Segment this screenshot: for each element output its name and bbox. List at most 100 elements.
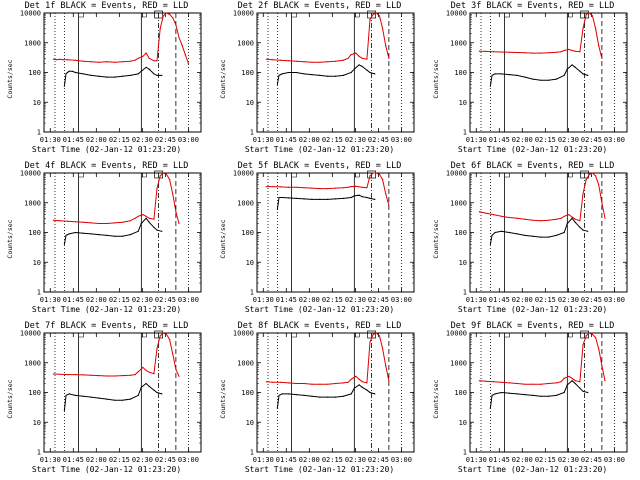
data-point <box>355 52 357 54</box>
x-tick-label: 02:45 <box>155 136 176 144</box>
data-point <box>327 396 329 398</box>
data-point <box>59 373 61 375</box>
x-tick-label: 02:00 <box>299 296 320 304</box>
data-point <box>582 390 584 392</box>
data-point <box>358 194 360 196</box>
data-point <box>574 50 576 52</box>
data-point <box>278 196 280 199</box>
panel-det-3f: Det 3f BLACK = Events, RED = LLD Counts/… <box>426 0 639 160</box>
series-line-lld <box>53 172 180 224</box>
data-point <box>156 391 158 394</box>
data-point <box>579 387 581 389</box>
x-axis-label: Start Time (02-Jan-12 01:23:20) <box>31 305 182 314</box>
data-point <box>601 365 603 367</box>
x-tick-label: 02:45 <box>368 136 389 144</box>
x-tick-label: 02:15 <box>535 296 556 304</box>
data-point <box>532 394 534 396</box>
x-tick-label: 01:30 <box>466 136 487 144</box>
y-tick-label: 1000 <box>237 39 254 47</box>
attenuator-marker <box>580 10 589 19</box>
x-tick-label: 02:45 <box>581 136 602 144</box>
y-tick-label: 10 <box>459 99 467 107</box>
data-point <box>172 193 174 195</box>
data-point <box>350 393 352 395</box>
plot-area: 1 10 100 1000 10000 01:30 01:45 02:00 02:15 02:30… <box>446 330 628 464</box>
data-point <box>327 61 329 63</box>
data-point <box>90 74 92 76</box>
data-point <box>355 375 357 377</box>
flag-marker <box>291 12 297 18</box>
data-point <box>560 51 562 53</box>
y-tick-label: 1000 <box>237 199 254 207</box>
data-point <box>361 386 363 388</box>
x-tick-label: 02:00 <box>512 456 533 464</box>
data-point <box>582 73 584 75</box>
data-point <box>165 333 168 335</box>
data-point <box>137 73 139 75</box>
data-point <box>579 51 581 53</box>
axes-frame <box>43 332 202 453</box>
data-point <box>574 221 576 223</box>
data-point <box>342 395 344 397</box>
data-point <box>588 332 590 334</box>
data-point <box>566 68 568 70</box>
data-point <box>571 49 573 52</box>
y-tick-label: 1 <box>37 449 41 457</box>
data-point <box>388 57 390 59</box>
data-point <box>571 64 573 66</box>
x-tick-label: 01:30 <box>466 456 487 464</box>
attenuator-marker <box>367 10 376 19</box>
data-point <box>563 377 565 379</box>
flag-marker <box>504 172 510 178</box>
data-point <box>516 217 518 219</box>
data-point <box>142 214 144 216</box>
data-point <box>319 74 321 76</box>
data-point <box>508 392 510 394</box>
data-point <box>175 211 177 213</box>
flag-marker <box>504 332 510 338</box>
data-point <box>388 205 390 207</box>
data-point <box>568 214 570 216</box>
data-point <box>181 45 183 47</box>
data-point <box>568 48 570 51</box>
data-point <box>62 59 64 61</box>
data-point <box>287 393 289 395</box>
data-point <box>121 375 124 377</box>
series-line-lld <box>479 332 606 385</box>
data-point <box>566 384 568 386</box>
panel-det-4f: Det 4f BLACK = Events, RED = LLD Counts/… <box>0 160 213 320</box>
series-line-events <box>63 382 162 411</box>
axes-frame <box>256 332 415 453</box>
data-point <box>555 78 557 80</box>
data-point <box>366 382 368 384</box>
data-point <box>106 375 108 377</box>
plot-area: 1 10 100 1000 10000 01:30 01:45 02:00 02:15 02:30… <box>446 170 628 304</box>
data-point <box>485 50 487 53</box>
data-point <box>59 220 61 222</box>
data-point <box>98 75 100 77</box>
data-point <box>375 332 377 334</box>
data-point <box>65 234 67 236</box>
x-tick-label: 02:30 <box>558 456 579 464</box>
x-tick-label: 02:00 <box>86 136 107 144</box>
data-point <box>68 393 70 395</box>
data-point <box>172 17 174 19</box>
panel-det-5f: Det 5f BLACK = Events, RED = LLD Counts/… <box>213 160 426 320</box>
data-point <box>265 58 267 60</box>
data-point <box>485 212 487 214</box>
flag-marker <box>141 332 147 338</box>
y-tick-label: 1 <box>250 449 254 457</box>
data-point <box>334 187 337 189</box>
data-point <box>524 76 526 78</box>
data-point <box>601 57 603 59</box>
data-point <box>478 380 480 382</box>
data-point <box>63 85 65 87</box>
data-point <box>303 187 305 189</box>
x-tick-label: 02:00 <box>86 296 107 304</box>
data-point <box>500 230 502 232</box>
data-point <box>281 196 283 199</box>
data-point <box>153 226 155 228</box>
x-tick-label: 01:30 <box>253 136 274 144</box>
data-point <box>121 61 124 63</box>
x-tick-label: 02:15 <box>109 296 130 304</box>
